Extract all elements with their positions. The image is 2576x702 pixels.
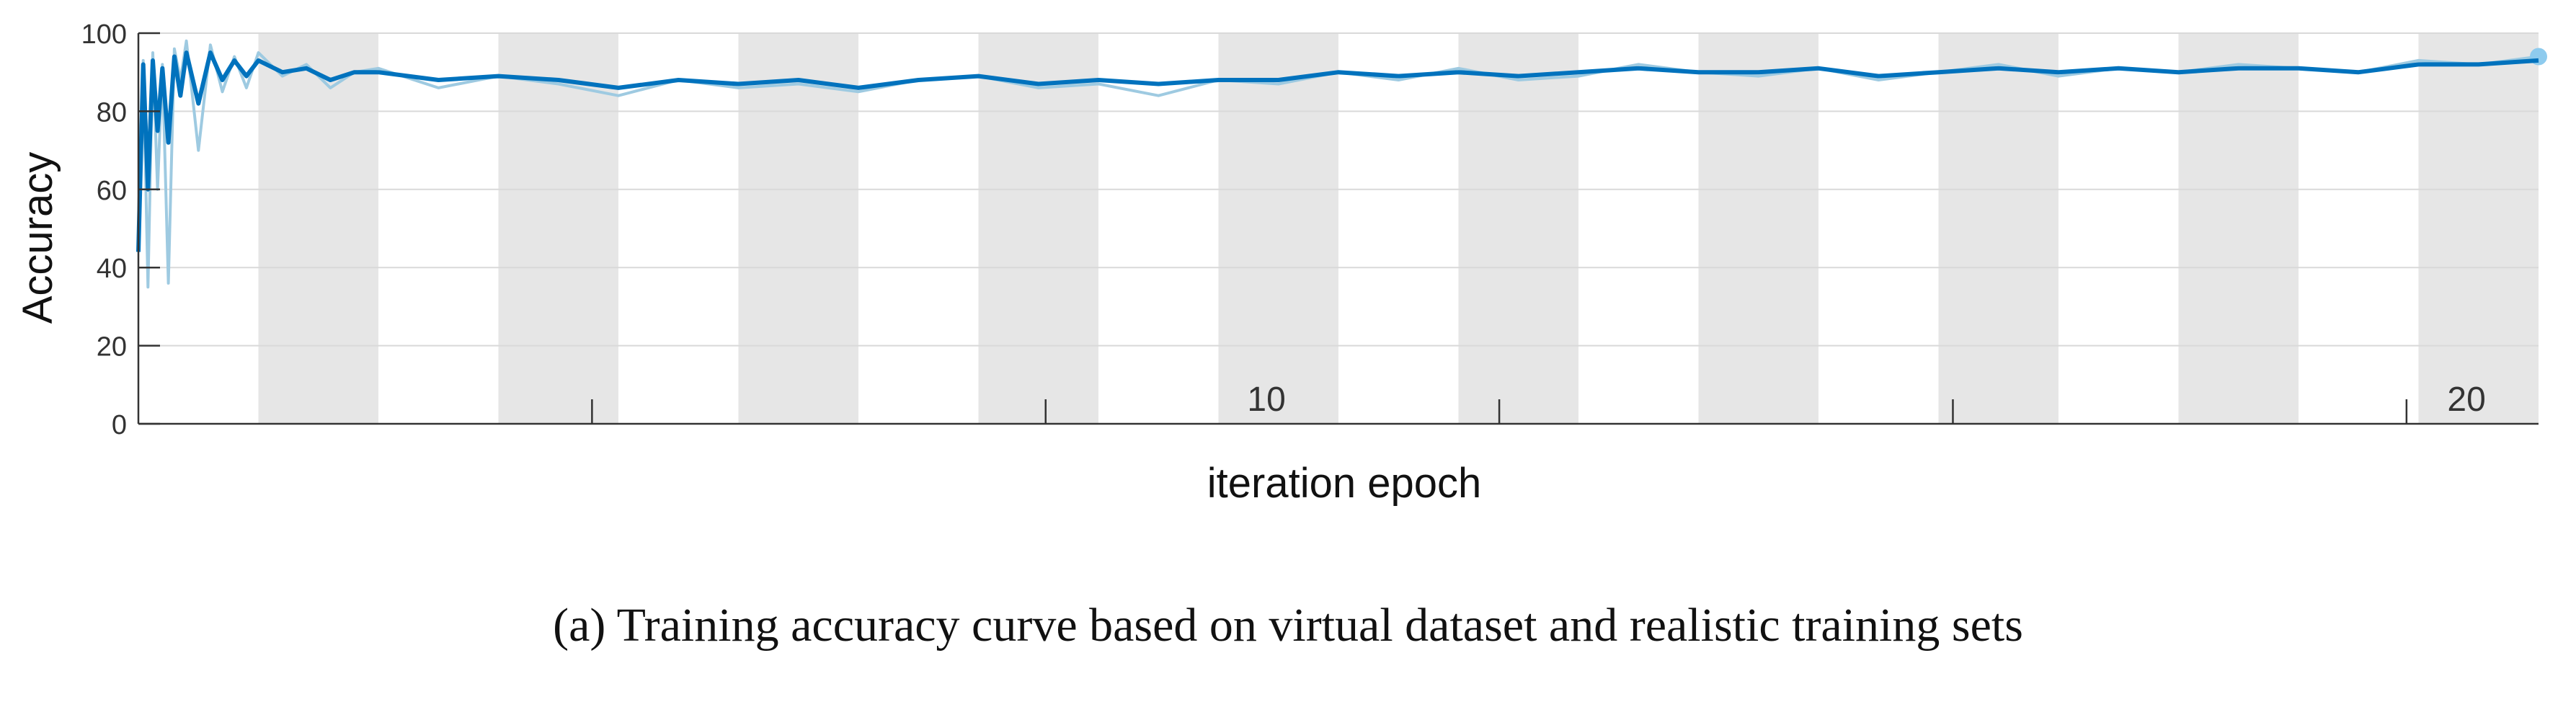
y-tick-label-80: 80 [97,97,127,128]
y-tick-label-40: 40 [97,254,127,284]
figure-caption: (a) Training accuracy curve based on vir… [553,599,2023,652]
epoch-band-18 [2178,33,2299,424]
epoch-band-10 [1218,33,1338,424]
epoch-band-16 [1938,33,2058,424]
epoch-bands [258,33,2539,424]
x-tick-label-10: 10 [1247,381,1285,419]
x-axis-label: iteration epoch [1207,460,1481,507]
grid-lines [138,32,2539,347]
smoothed-accuracy-series [136,50,2539,252]
y-tick-label-20: 20 [97,332,127,363]
y-tick-label-100: 100 [81,19,127,50]
accuracy-chart: 0 20 40 60 80 100 10 20 Accuracy iteration epo… [14,19,2547,507]
epoch-band-2 [258,33,378,424]
smoothed-accuracy-line [136,50,2539,252]
epoch-band-4 [498,33,618,424]
epoch-band-12 [1458,33,1578,424]
epoch-band-20 [2418,33,2539,424]
x-tick-labels: 10 20 [1247,381,2485,419]
epoch-band-8 [978,33,1098,424]
y-axis-label: Accuracy [14,152,61,324]
y-tick-labels: 0 20 40 60 80 100 [81,19,127,440]
axes [137,32,2539,425]
x-tick-label-20: 20 [2447,381,2485,419]
epoch-band-6 [738,33,858,424]
epoch-band-14 [1698,33,1818,424]
y-tick-label-60: 60 [97,176,127,206]
y-tick-label-0: 0 [112,410,127,440]
